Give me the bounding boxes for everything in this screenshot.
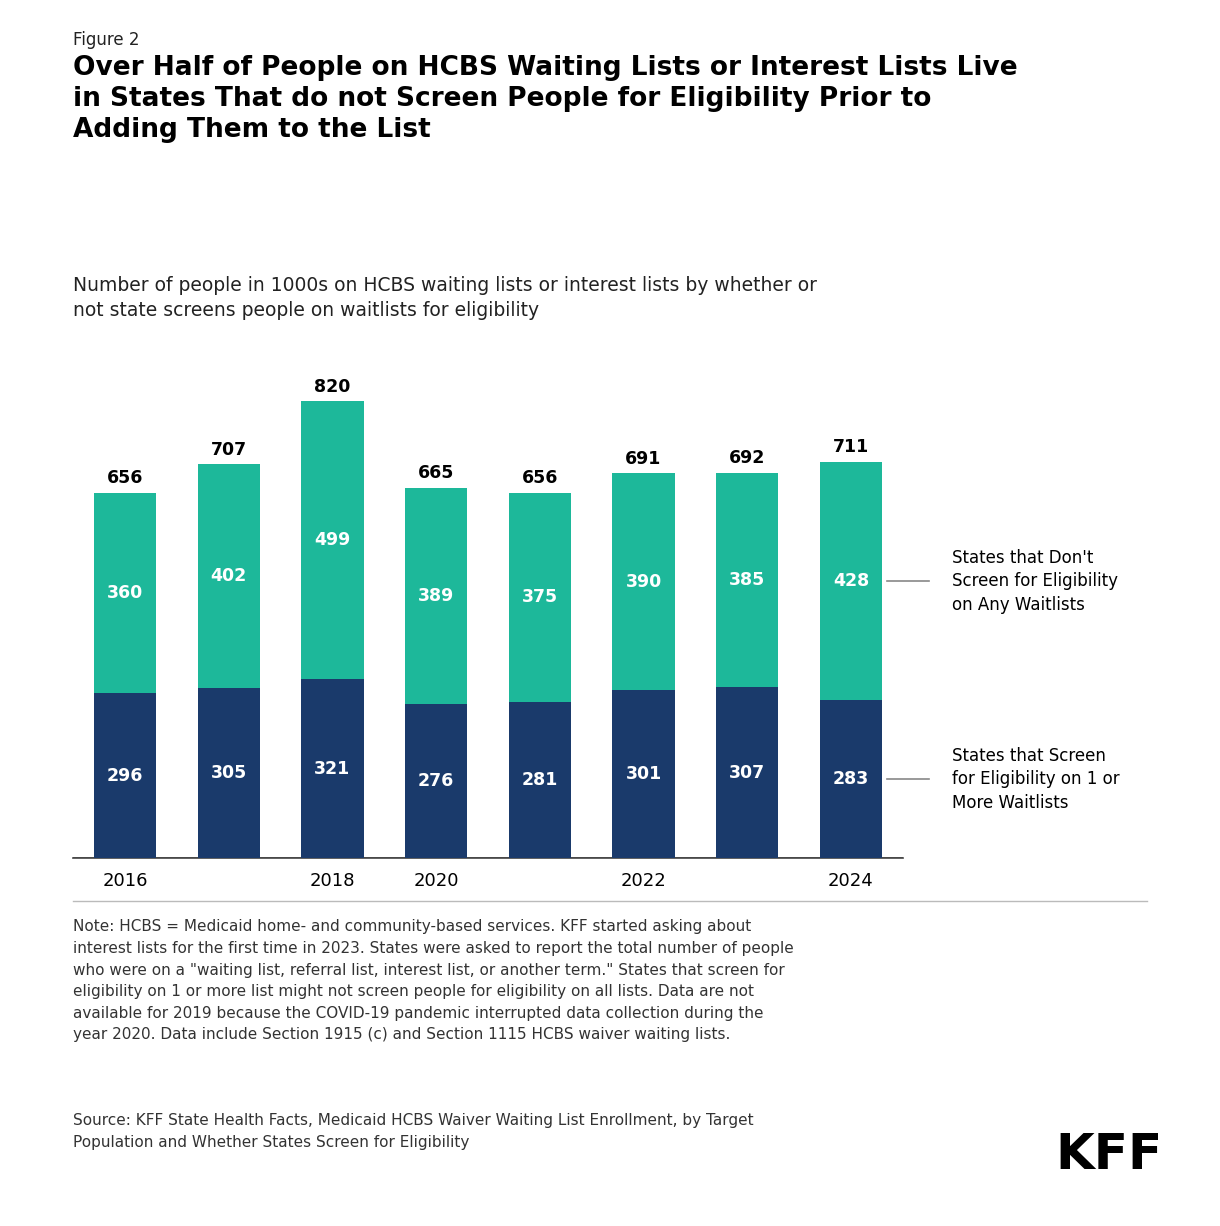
- Bar: [405, 488, 467, 705]
- Bar: [612, 690, 675, 858]
- Text: 656: 656: [522, 470, 558, 487]
- Bar: [301, 679, 364, 858]
- Text: 820: 820: [315, 378, 350, 396]
- Text: 711: 711: [833, 439, 869, 456]
- Bar: [716, 687, 778, 858]
- Text: 375: 375: [522, 588, 558, 606]
- Text: States that Don't
Screen for Eligibility
on Any Waitlists: States that Don't Screen for Eligibility…: [952, 549, 1118, 614]
- Bar: [716, 472, 778, 687]
- Text: 691: 691: [626, 450, 661, 467]
- Text: 499: 499: [315, 531, 350, 549]
- Bar: [820, 462, 882, 700]
- Text: Number of people in 1000s on HCBS waiting lists or interest lists by whether or
: Number of people in 1000s on HCBS waitin…: [73, 276, 817, 320]
- Bar: [509, 701, 571, 858]
- Text: 656: 656: [107, 470, 143, 487]
- Bar: [612, 473, 675, 690]
- Bar: [405, 705, 467, 858]
- Text: 305: 305: [211, 764, 246, 782]
- Text: KFF: KFF: [1055, 1132, 1163, 1179]
- Text: 707: 707: [211, 440, 246, 459]
- Text: 296: 296: [107, 766, 143, 785]
- Text: 389: 389: [418, 587, 454, 604]
- Bar: [94, 493, 156, 693]
- Text: 321: 321: [315, 760, 350, 777]
- Text: 281: 281: [522, 771, 558, 788]
- Text: States that Screen
for Eligibility on 1 or
More Waitlists: States that Screen for Eligibility on 1 …: [952, 747, 1119, 812]
- Text: Figure 2: Figure 2: [73, 31, 140, 49]
- Text: 385: 385: [730, 571, 765, 588]
- Text: 360: 360: [107, 584, 143, 602]
- Text: Over Half of People on HCBS Waiting Lists or Interest Lists Live
in States That : Over Half of People on HCBS Waiting List…: [73, 55, 1017, 143]
- Text: 283: 283: [833, 770, 869, 788]
- Bar: [509, 493, 571, 701]
- Text: 307: 307: [730, 764, 765, 782]
- Text: 402: 402: [211, 568, 246, 585]
- Text: Source: KFF State Health Facts, Medicaid HCBS Waiver Waiting List Enrollment, by: Source: KFF State Health Facts, Medicaid…: [73, 1113, 754, 1150]
- Text: 390: 390: [626, 573, 661, 591]
- Text: 665: 665: [418, 463, 454, 482]
- Text: Note: HCBS = Medicaid home- and community-based services. KFF started asking abo: Note: HCBS = Medicaid home- and communit…: [73, 920, 794, 1042]
- Text: 301: 301: [626, 765, 661, 783]
- Text: 428: 428: [833, 573, 869, 590]
- Text: 276: 276: [418, 772, 454, 791]
- Text: 692: 692: [730, 449, 765, 467]
- Bar: [198, 688, 260, 858]
- Bar: [94, 693, 156, 858]
- Bar: [198, 465, 260, 688]
- Bar: [820, 700, 882, 858]
- Bar: [301, 401, 364, 679]
